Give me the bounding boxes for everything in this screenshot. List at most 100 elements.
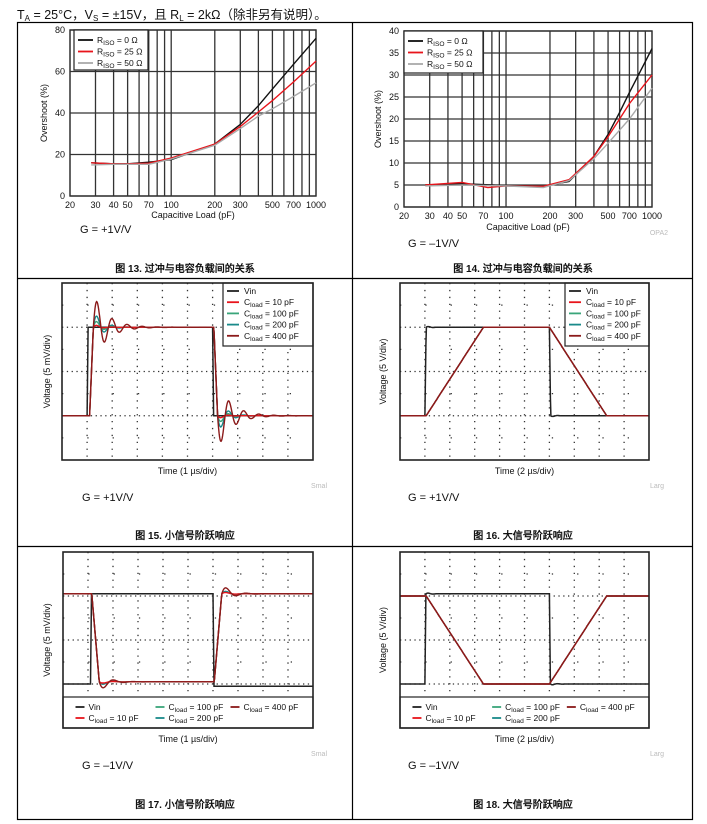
y-axis-label: Voltage (5 mV/div) xyxy=(42,335,52,409)
x-axis-label: Capacitive Load (pF) xyxy=(151,210,235,220)
legend-label-sub: load xyxy=(432,718,445,725)
legend-label-sub: ISO xyxy=(103,63,114,70)
legend-label-sub: load xyxy=(511,707,524,714)
header-sub: A xyxy=(24,14,30,23)
y-tick-label: 20 xyxy=(389,114,399,124)
legend-label-main: Vin xyxy=(425,702,437,712)
legend-label: Cload = 100 pF xyxy=(505,702,560,714)
legend-label-main: C xyxy=(505,702,511,712)
legend-label-main: C xyxy=(169,702,175,712)
header-sub: L xyxy=(179,14,184,23)
x-tick-label: 1000 xyxy=(642,211,662,221)
legend-label: Vin xyxy=(586,286,598,296)
legend-label-main: C xyxy=(580,702,586,712)
x-tick-label: 20 xyxy=(65,200,75,210)
gain-note: G = –1V/V xyxy=(408,238,460,250)
figure-id-watermark: Smal xyxy=(311,751,327,758)
legend-label: Vin xyxy=(425,702,437,712)
legend-label: RISO = 25 Ω xyxy=(97,47,142,59)
legend-label-rest: = 100 pF xyxy=(605,308,641,318)
legend-label-sub: load xyxy=(175,718,188,725)
y-axis-label: Overshoot (%) xyxy=(373,90,383,148)
legend-label-rest: = 100 pF xyxy=(524,702,560,712)
legend-label-sub: load xyxy=(592,336,605,343)
legend-label-sub: ISO xyxy=(433,64,444,71)
figure-id-watermark: OPA2 xyxy=(650,230,668,237)
legend-label-main: C xyxy=(89,713,95,723)
legend-label-sub: ISO xyxy=(433,41,444,48)
y-tick-label: 30 xyxy=(389,70,399,80)
overshoot-chart: 20 30 40 50 70 100 200 300 500 700 1000 0 5 10 15 20 25 3… xyxy=(373,26,668,275)
legend-label-main: R xyxy=(427,48,433,58)
legend-label-main: C xyxy=(244,702,250,712)
x-tick-label: 300 xyxy=(568,211,583,221)
legend-label-rest: = 50 Ω xyxy=(115,58,143,68)
legend-label-sub: load xyxy=(175,707,188,714)
series-line xyxy=(91,82,317,166)
x-tick-label: 50 xyxy=(457,211,467,221)
legend-label-main: Vin xyxy=(244,286,256,296)
legend-label-rest: = 50 Ω xyxy=(445,59,473,69)
header-text: = ±15V，且 R xyxy=(98,8,180,22)
x-tick-label: 40 xyxy=(443,211,453,221)
legend-label-main: R xyxy=(97,58,103,68)
x-axis-label: Capacitive Load (pF) xyxy=(486,222,570,232)
legend-label-rest: = 25 Ω xyxy=(445,48,473,58)
legend-label-rest: = 400 pF xyxy=(263,331,299,341)
x-tick-label: 20 xyxy=(399,211,409,221)
legend-label-sub: ISO xyxy=(103,40,114,47)
legend-label: Cload = 100 pF xyxy=(586,308,641,320)
gain-note: G = +1V/V xyxy=(408,492,460,504)
legend-label-sub: load xyxy=(250,336,263,343)
x-tick-label: 300 xyxy=(233,200,248,210)
figure-caption: 图 17. 小信号阶跃响应 xyxy=(135,798,234,811)
x-tick-label: 200 xyxy=(542,211,557,221)
y-tick-label: 0 xyxy=(394,202,399,212)
figure-caption: 图 13. 过冲与电容负载间的关系 xyxy=(115,262,254,275)
plot-frame xyxy=(399,282,650,461)
x-axis-label: Time (1 µs/div) xyxy=(158,466,217,476)
plot-frame xyxy=(399,551,650,729)
y-tick-label: 5 xyxy=(394,180,399,190)
series-line xyxy=(400,595,649,685)
legend-label-main: C xyxy=(244,297,250,307)
legend-label-rest: = 200 pF xyxy=(524,713,560,723)
overshoot-chart: 20 30 40 50 70 100 200 300 500 700 1000020406080RI… xyxy=(39,25,326,275)
legend-label: Cload = 200 pF xyxy=(169,713,224,725)
series-line xyxy=(62,300,313,443)
x-tick-label: 1000 xyxy=(306,200,326,210)
legend-label: RISO = 25 Ω xyxy=(427,48,472,60)
y-tick-label: 40 xyxy=(55,108,65,118)
x-axis-label: Time (2 µs/div) xyxy=(495,734,554,744)
y-tick-label: 10 xyxy=(389,158,399,168)
gain-note: G = +1V/V xyxy=(82,492,134,504)
legend-label-sub: ISO xyxy=(433,53,444,60)
x-tick-label: 700 xyxy=(286,200,301,210)
legend-label: Cload = 400 pF xyxy=(244,331,299,343)
legend-label-rest: = 0 Ω xyxy=(115,35,138,45)
legend-label-main: Vin xyxy=(89,702,101,712)
x-tick-label: 100 xyxy=(164,200,179,210)
legend-label-sub: load xyxy=(592,325,605,332)
y-tick-label: 80 xyxy=(55,25,65,35)
legend-label: Cload = 10 pF xyxy=(89,713,139,725)
x-tick-label: 40 xyxy=(109,200,119,210)
legend-label-rest: = 100 pF xyxy=(263,308,299,318)
header-text: = 2kΩ（除非另有说明）。 xyxy=(183,8,327,22)
legend-label: RISO = 0 Ω xyxy=(427,36,468,48)
legend-label-main: C xyxy=(244,320,250,330)
legend-label-main: Vin xyxy=(586,286,598,296)
legend-label-rest: = 25 Ω xyxy=(115,47,143,57)
header-text: T xyxy=(17,8,25,22)
legend-label: Cload = 400 pF xyxy=(586,331,641,343)
x-axis-label: Time (1 µs/div) xyxy=(158,734,217,744)
x-tick-label: 100 xyxy=(499,211,514,221)
legend-label-sub: load xyxy=(511,718,524,725)
y-axis-label: Voltage (5 V/div) xyxy=(378,338,388,404)
x-tick-label: 30 xyxy=(425,211,435,221)
